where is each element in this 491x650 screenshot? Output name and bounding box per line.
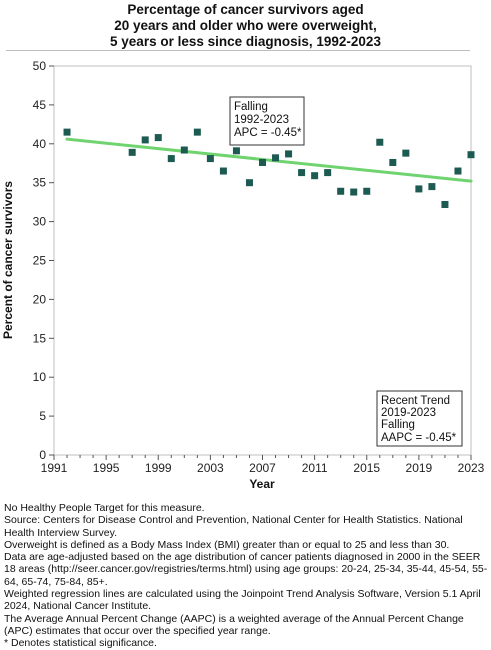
y-tick-label: 30 bbox=[33, 215, 47, 229]
x-axis-label: Year bbox=[249, 477, 275, 491]
annotation-box bbox=[376, 390, 463, 447]
x-tick-label: 2011 bbox=[302, 461, 328, 475]
y-tick-label: 10 bbox=[33, 370, 47, 384]
data-point bbox=[154, 134, 162, 142]
footnote: Weighted regression lines are calculated… bbox=[4, 588, 481, 613]
footnote: Overweight is defined as a Body Mass Ind… bbox=[4, 538, 450, 551]
data-point bbox=[272, 154, 280, 162]
annotation-trend: Falling 1992-2023 APC = -0.45* bbox=[229, 96, 305, 146]
annotation-text: AAPC = -0.45* bbox=[381, 432, 457, 444]
x-tick-label: 1999 bbox=[145, 461, 172, 475]
x-axis: 1991 1995 1999 2003 2007 2011 2015 2019 2023 bbox=[41, 455, 485, 475]
data-point bbox=[167, 155, 175, 163]
data-point bbox=[311, 172, 319, 180]
trend-line bbox=[65, 137, 473, 183]
x-tick-label: 2019 bbox=[406, 461, 433, 475]
data-point bbox=[467, 151, 475, 159]
x-tick-label: 2003 bbox=[197, 461, 224, 475]
annotation-text: 1992-2023 bbox=[234, 114, 289, 126]
footnote: No Healthy People Target for this measur… bbox=[4, 502, 205, 514]
annotation-recent-trend: Recent Trend 2019-2023 Falling AAPC = -0… bbox=[376, 390, 463, 447]
data-point bbox=[337, 187, 345, 195]
footnote: The Average Annual Percent Change (AAPC)… bbox=[4, 612, 464, 637]
chart-title-line: 20 years and older who were overweight, bbox=[114, 18, 377, 33]
data-point bbox=[206, 155, 214, 163]
annotation-text: APC = -0.45* bbox=[234, 127, 302, 139]
data-point bbox=[376, 138, 384, 146]
chart-title-line: Percentage of cancer survivors aged bbox=[127, 2, 364, 17]
y-tick-label: 0 bbox=[39, 448, 46, 462]
data-point bbox=[324, 169, 332, 177]
data-point bbox=[298, 169, 306, 177]
annotation-text: 2019-2023 bbox=[381, 407, 436, 419]
y-tick-label: 25 bbox=[33, 254, 47, 268]
annotation-text: Recent Trend bbox=[381, 395, 450, 407]
data-point bbox=[141, 136, 149, 144]
annotation-box bbox=[229, 96, 305, 146]
y-tick-label: 5 bbox=[39, 409, 46, 423]
data-point bbox=[350, 188, 358, 196]
data-point bbox=[180, 146, 188, 154]
footnote: Source: Centers for Disease Control and … bbox=[4, 514, 463, 539]
chart-title-line: 5 years or less since diagnosis, 1992-20… bbox=[110, 34, 381, 49]
y-tick-label: 15 bbox=[33, 331, 47, 345]
scatter-chart: 0 5 10 15 20 25 30 35 40 45 50 1991 1995 1999 2003 200… bbox=[1, 59, 485, 491]
data-point bbox=[402, 149, 410, 157]
data-point bbox=[128, 148, 136, 156]
footnote: Data are age-adjusted based on the age d… bbox=[4, 551, 488, 588]
data-point bbox=[428, 183, 436, 191]
data-point bbox=[285, 150, 293, 158]
chart-title: Percentage of cancer survivors aged 20 y… bbox=[0, 2, 491, 50]
title-divider bbox=[6, 50, 470, 51]
data-point bbox=[63, 128, 71, 136]
data-point bbox=[363, 187, 371, 195]
annotation-text: Falling bbox=[381, 419, 415, 431]
data-point bbox=[415, 185, 423, 193]
y-axis-label: Percent of cancer survivors bbox=[1, 181, 15, 339]
data-point bbox=[193, 128, 201, 136]
y-tick-label: 50 bbox=[33, 59, 47, 73]
data-point bbox=[245, 179, 253, 187]
data-points bbox=[63, 128, 475, 208]
x-tick-label: 2007 bbox=[249, 461, 276, 475]
y-tick-label: 20 bbox=[33, 292, 47, 306]
data-point bbox=[441, 200, 449, 208]
x-tick-label: 2015 bbox=[353, 461, 380, 475]
footnotes: No Healthy People Target for this measur… bbox=[4, 502, 488, 650]
data-point bbox=[232, 147, 240, 155]
data-point bbox=[389, 158, 397, 166]
y-tick-label: 45 bbox=[33, 98, 47, 112]
footnote: * Denotes statistical significance. bbox=[4, 637, 157, 650]
annotation-text: Falling bbox=[234, 101, 268, 113]
x-tick-label: 1991 bbox=[41, 461, 68, 475]
x-tick-label: 2023 bbox=[458, 461, 485, 475]
data-point bbox=[219, 167, 227, 175]
y-tick-label: 35 bbox=[33, 176, 47, 190]
data-point bbox=[454, 167, 462, 175]
data-point bbox=[259, 158, 266, 166]
x-tick-label: 1995 bbox=[93, 461, 120, 475]
y-axis: 0 5 10 15 20 25 30 35 40 45 50 bbox=[33, 59, 54, 462]
y-tick-label: 40 bbox=[33, 137, 47, 151]
